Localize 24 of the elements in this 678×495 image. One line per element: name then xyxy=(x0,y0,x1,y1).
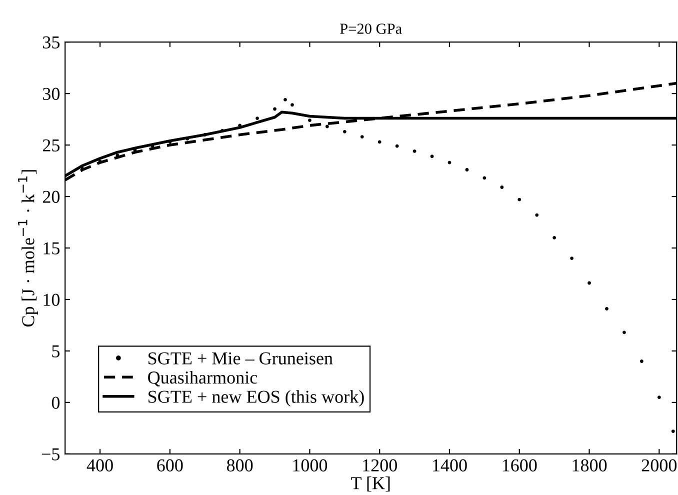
y-tick-label: 10 xyxy=(44,294,60,306)
y-tick-label: 5 xyxy=(52,345,60,358)
legend-label: SGTE + new EOS (this work) xyxy=(148,390,364,407)
y-tick-label: 15 xyxy=(44,242,60,254)
legend-label: Quasiharmonic xyxy=(148,370,258,386)
x-axis-title: T [K] xyxy=(351,476,390,492)
y-tick-label: 0 xyxy=(52,396,60,409)
x-tick-label: 1400 xyxy=(433,459,467,472)
y-axis-title: Cp [J · mole$^{−1}$ · k$^{−1}$] xyxy=(18,170,38,327)
x-tick-label: 1000 xyxy=(293,459,328,472)
y-tick-label: 30 xyxy=(43,88,60,100)
x-tick-label: 1200 xyxy=(363,459,397,472)
x-tick-label: 1600 xyxy=(502,459,537,472)
x-tick-label: 400 xyxy=(86,459,113,472)
x-tick-label: 2000 xyxy=(642,459,677,472)
x-tick-label: 800 xyxy=(226,459,253,472)
y-tick-label: 20 xyxy=(42,190,60,203)
y-tick-label: 25 xyxy=(42,139,60,152)
x-tick-label: 600 xyxy=(157,459,183,472)
y-tick-label: −5 xyxy=(42,448,60,460)
chart-title: P=20 GPa xyxy=(340,24,402,34)
x-tick-label: 1800 xyxy=(572,459,607,472)
legend-label: SGTE + Mie – Gruneisen xyxy=(148,352,333,364)
y-tick-label: 35 xyxy=(43,36,60,49)
